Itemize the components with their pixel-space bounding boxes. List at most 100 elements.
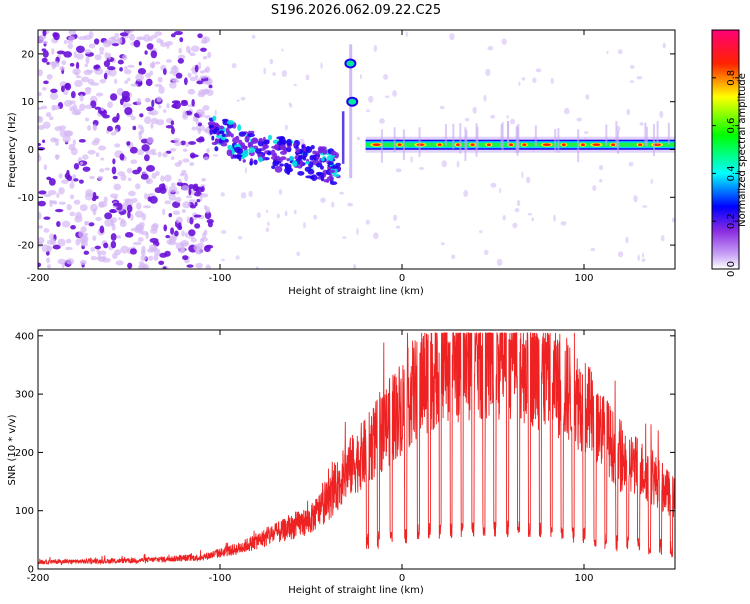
noise-blob [171,104,178,109]
noise-blob [196,108,205,115]
carrier-streak [644,122,647,146]
noise-blob [189,76,198,82]
noise-blob [149,244,158,251]
noise-blob [99,78,106,84]
trace-blob [251,138,258,143]
noise-blob [145,72,151,79]
faint-speckle [342,236,347,239]
trace-blob [326,179,330,183]
noise-blob [184,232,189,238]
trace-blob [310,174,318,182]
trace-blob [327,161,334,166]
noise-blob [127,262,133,269]
noise-blob [190,45,200,52]
noise-blob [56,50,66,55]
trace-blob [263,144,269,149]
noise-blob [175,72,183,79]
noise-blob [45,112,52,118]
noise-blob [197,122,202,127]
carrier-streak [464,127,467,161]
faint-speckle [272,72,276,76]
faint-speckle [373,232,379,240]
noise-blob [165,125,174,129]
noise-blob [72,174,77,180]
noise-blob [109,217,118,224]
noise-blob [202,105,210,111]
noise-blob [56,192,60,198]
carrier-streak [444,124,447,146]
noise-blob [143,34,151,42]
trace-blob [302,151,308,158]
carrier-streak [615,120,618,148]
carrier-streak [501,122,504,150]
upper-spot-core [346,60,355,67]
faint-speckle [441,160,447,168]
noise-blob [128,33,135,41]
carrier-peak-spot [456,143,461,147]
carrier-peak-spot [470,143,475,147]
noise-blob [179,173,185,177]
noise-blob [196,80,204,85]
trace-blob [263,140,270,145]
noise-blob [107,101,113,109]
trace-blob [214,146,219,152]
noise-blob [55,208,64,213]
snr-xlabel: Height of straight line (km) [288,585,424,596]
faint-speckle [576,117,582,122]
faint-speckle [526,176,531,184]
noise-blob [166,239,174,245]
trace-blob [227,144,233,150]
noise-blob [137,81,143,86]
trace-blob [272,160,280,167]
faint-speckle [339,191,344,195]
noise-blob [94,106,101,110]
trace-blob [286,146,292,153]
faint-speckle [440,242,445,246]
noise-blob [49,116,54,121]
noise-blob [90,82,100,86]
noise-blob [178,222,182,229]
faint-speckle [636,76,643,80]
noise-blob [143,154,150,162]
noise-blob [38,262,42,268]
noise-blob [66,258,75,265]
noise-blob [137,68,147,75]
noise-blob [157,76,163,83]
trace-blob [253,159,258,165]
trace-blob [240,142,246,148]
noise-blob [91,197,97,202]
noise-blob [99,168,105,173]
noise-blob [197,61,202,70]
noise-blob [129,146,138,154]
noise-blob [42,121,51,129]
noise-blob [82,166,91,172]
noise-blob [164,200,172,205]
noise-blob [137,237,144,242]
faint-speckle [563,107,570,115]
noise-blob [46,257,51,264]
noise-blob [62,134,71,143]
noise-blob [208,84,213,89]
noise-blob [126,141,131,146]
noise-blob [106,125,113,132]
noise-blob [112,202,120,207]
noise-blob [174,141,182,147]
faint-speckle [366,109,370,113]
noise-blob [199,70,205,74]
faint-speckle [418,167,425,170]
noise-blob [111,43,119,47]
noise-blob [180,140,186,146]
noise-blob [86,69,94,74]
snr-xtick-label: -200 [27,573,50,584]
carrier-streak [393,127,396,152]
noise-blob [199,75,208,79]
trace-blob [273,143,280,151]
faint-speckle [320,62,323,70]
noise-blob [42,30,47,37]
faint-speckle [532,77,537,83]
trace-blob [315,155,319,160]
noise-blob [140,138,149,144]
trace-blob [305,175,313,179]
trace-blob [255,148,262,154]
faint-speckle [598,165,604,171]
